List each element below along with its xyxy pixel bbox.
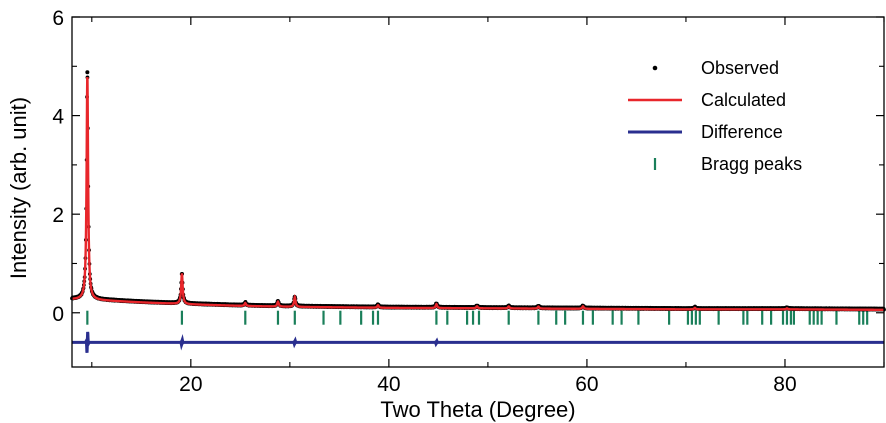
legend-item: Observed xyxy=(652,58,779,78)
difference-curve xyxy=(72,331,884,353)
x-tick-label: 60 xyxy=(575,373,598,396)
observed-point xyxy=(85,70,90,75)
plot-frame xyxy=(71,16,885,368)
x-axis-label: Two Theta (Degree) xyxy=(380,397,575,422)
axes-layer: 20 40 60 80 0 2 4 6 xyxy=(52,7,885,396)
legend-label: Difference xyxy=(701,122,783,142)
legend-item: Calculated xyxy=(628,90,786,110)
legend: Observed Calculated Difference Bragg peaks xyxy=(628,58,802,174)
y-tick-label: 2 xyxy=(52,204,64,227)
y-tick-label: 4 xyxy=(52,106,64,129)
legend-item: Difference xyxy=(628,122,783,142)
legend-marker-observed xyxy=(652,65,658,71)
y-axis-label: Intensity (arb. unit) xyxy=(6,97,31,279)
legend-label: Observed xyxy=(701,58,779,78)
plot-data-layer xyxy=(70,70,886,353)
y-tick-label: 6 xyxy=(52,7,64,30)
x-tick-label: 20 xyxy=(179,373,202,396)
bragg-peak-ticks xyxy=(86,310,869,325)
legend-label: Bragg peaks xyxy=(701,154,802,174)
x-tick-label: 40 xyxy=(377,373,400,396)
legend-item: Bragg peaks xyxy=(653,154,802,174)
legend-label: Calculated xyxy=(701,90,786,110)
x-tick-label: 80 xyxy=(773,373,796,396)
calculated-curve xyxy=(71,77,884,312)
y-tick-label: 0 xyxy=(52,303,64,326)
